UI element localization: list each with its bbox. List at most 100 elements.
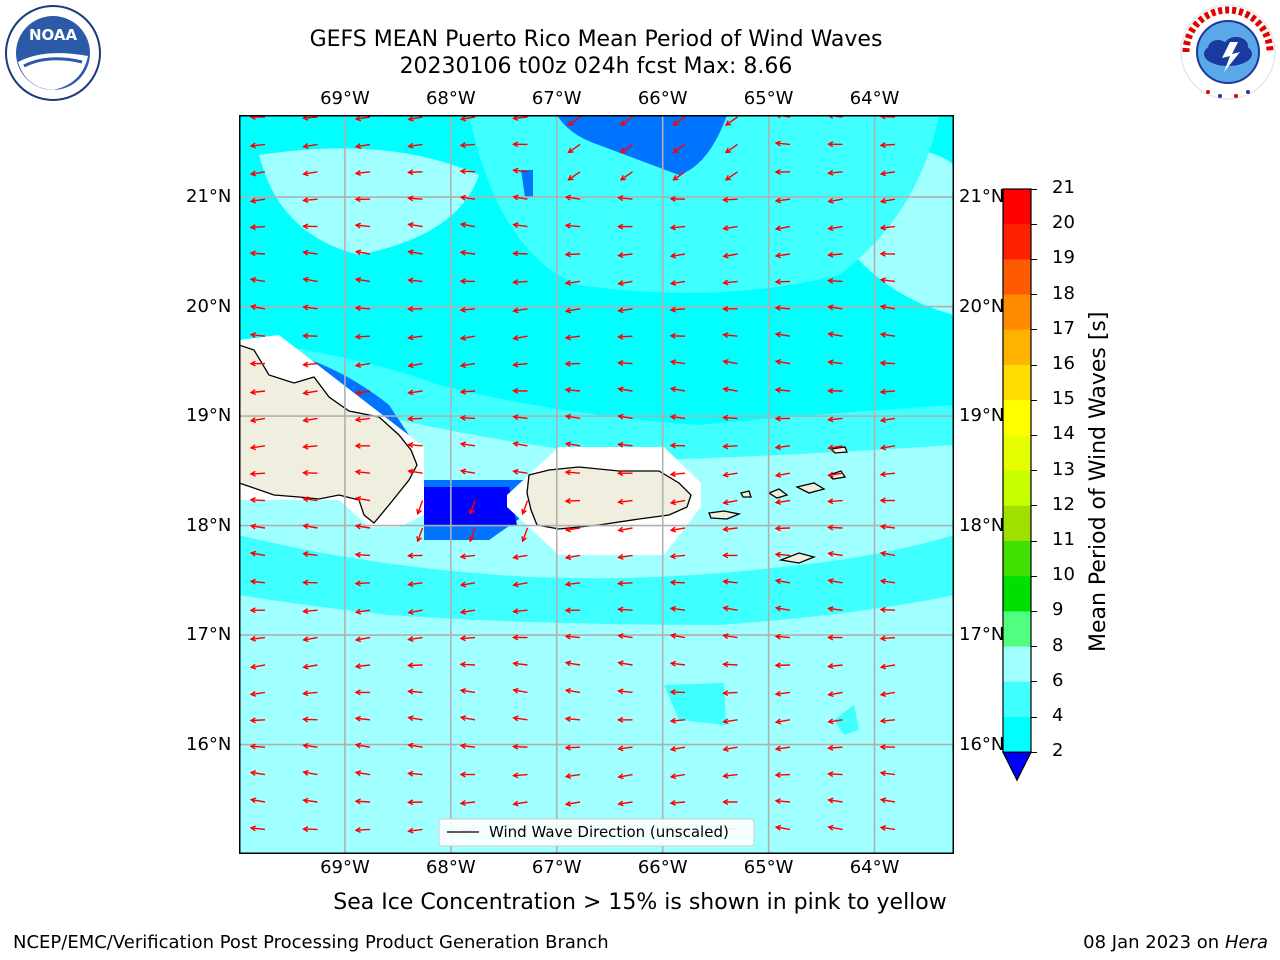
wind-wave-arrow	[722, 252, 738, 259]
wind-wave-arrow	[416, 500, 424, 516]
wind-wave-arrow	[827, 225, 843, 232]
lon-tick-top: 64°W	[849, 88, 900, 109]
wind-wave-arrow	[407, 581, 423, 588]
wind-wave-arrow	[669, 605, 686, 612]
wind-wave-arrow	[669, 553, 686, 560]
colorbar-tick-label: 12	[1052, 493, 1075, 515]
wind-wave-arrow	[672, 143, 686, 154]
wind-wave-arrow	[774, 798, 791, 805]
wind-wave-arrow	[774, 771, 791, 778]
noaa-logo: NOAA	[5, 5, 101, 101]
wind-wave-arrow	[879, 663, 896, 670]
wind-wave-arrow	[669, 660, 686, 667]
wind-wave-arrow	[669, 414, 686, 421]
footer-date-text: 08 Jan 2023 on	[1083, 932, 1220, 953]
wind-wave-arrow	[354, 495, 371, 502]
wind-wave-arrow	[459, 608, 476, 615]
wind-wave-arrow	[617, 553, 633, 560]
wind-wave-arrow	[879, 224, 896, 231]
wind-wave-arrow	[879, 197, 896, 204]
wind-wave-arrow	[512, 660, 528, 667]
wind-wave-arrow	[302, 417, 318, 423]
wind-wave-arrow	[407, 389, 423, 396]
wind-wave-arrow	[459, 771, 476, 778]
wind-wave-arrow	[564, 413, 581, 420]
wind-wave-arrow	[354, 276, 371, 283]
lat-tick-right: 21°N	[959, 186, 1005, 208]
wind-wave-arrow	[722, 443, 738, 450]
wind-wave-arrow	[564, 222, 581, 229]
lat-tick-left: 17°N	[186, 624, 232, 646]
colorbar-tick-mark	[1031, 716, 1037, 718]
wind-wave-arrow	[249, 635, 266, 642]
wind-wave-arrow	[468, 500, 476, 516]
wind-wave-arrow	[879, 797, 896, 804]
wind-wave-arrow	[564, 279, 581, 286]
wind-wave-arrow	[512, 279, 528, 286]
wind-wave-arrow	[722, 196, 738, 203]
wind-wave-arrow	[512, 468, 528, 475]
wind-wave-arrow	[459, 661, 476, 668]
wind-wave-arrow	[302, 361, 318, 368]
wind-wave-arrow	[879, 523, 896, 530]
wind-wave-arrow	[564, 716, 581, 723]
wind-wave-arrow	[617, 280, 633, 287]
footer-host: Hera	[1224, 932, 1268, 953]
wind-wave-arrow	[302, 170, 318, 177]
wind-wave-arrow	[302, 769, 318, 776]
wind-wave-arrow	[617, 333, 633, 340]
wind-wave-arrow	[669, 280, 686, 286]
wind-wave-arrow	[827, 718, 843, 725]
wind-wave-arrow	[827, 524, 843, 531]
wind-wave-arrow	[407, 249, 423, 256]
wind-wave-arrow	[512, 334, 528, 341]
wind-wave-arrow	[302, 143, 318, 149]
wind-wave-arrow	[354, 551, 371, 558]
wind-wave-arrow	[407, 334, 423, 341]
wind-wave-arrow	[669, 442, 686, 449]
wind-wave-arrow	[617, 307, 633, 314]
wind-wave-arrow	[407, 222, 423, 228]
wind-wave-arrow	[512, 743, 528, 750]
wind-wave-arrow	[512, 387, 528, 394]
wind-wave-arrow	[879, 444, 896, 451]
wind-wave-arrow	[249, 523, 266, 530]
wind-wave-arrow	[249, 770, 266, 777]
wind-wave-arrow	[774, 168, 791, 176]
wind-wave-arrow	[617, 745, 633, 752]
colorbar-segment	[1003, 224, 1031, 260]
wind-wave-arrow	[512, 800, 528, 807]
wind-wave-arrow	[564, 469, 581, 476]
wind-wave-arrow	[407, 305, 423, 313]
wind-wave-arrow	[774, 498, 791, 505]
colorbar-tick-mark	[1031, 188, 1037, 190]
wind-wave-arrow	[354, 222, 371, 229]
wind-wave-arrow	[249, 663, 266, 670]
wind-wave-arrow	[512, 634, 528, 641]
wind-wave-arrow	[567, 171, 581, 181]
wind-wave-arrow	[619, 116, 633, 126]
wind-wave-arrow	[774, 605, 791, 612]
wind-wave-arrow	[354, 689, 371, 696]
wind-wave-arrow	[722, 798, 738, 805]
wind-wave-arrow	[879, 717, 896, 724]
wind-wave-arrow	[407, 799, 423, 806]
wind-wave-arrow	[512, 250, 528, 257]
wind-wave-arrow	[302, 716, 318, 723]
wind-wave-arrow	[669, 799, 686, 806]
wind-wave-arrow	[722, 414, 738, 421]
wind-wave-arrow	[302, 443, 318, 450]
wind-wave-arrow	[617, 526, 633, 533]
lat-tick-left: 16°N	[186, 733, 232, 755]
lat-tick-right: 17°N	[959, 624, 1005, 646]
wind-wave-arrow	[774, 387, 791, 394]
wind-wave-arrow	[669, 359, 686, 366]
wind-wave-arrow	[617, 223, 633, 230]
wind-wave-arrow	[879, 550, 896, 557]
wind-wave-arrow	[774, 578, 791, 585]
wind-wave-arrow	[774, 415, 791, 422]
wind-wave-arrow	[879, 360, 896, 367]
colorbar-tick-label: 15	[1052, 388, 1075, 410]
wind-wave-arrow	[722, 386, 738, 393]
lat-tick-right: 16°N	[959, 733, 1005, 755]
